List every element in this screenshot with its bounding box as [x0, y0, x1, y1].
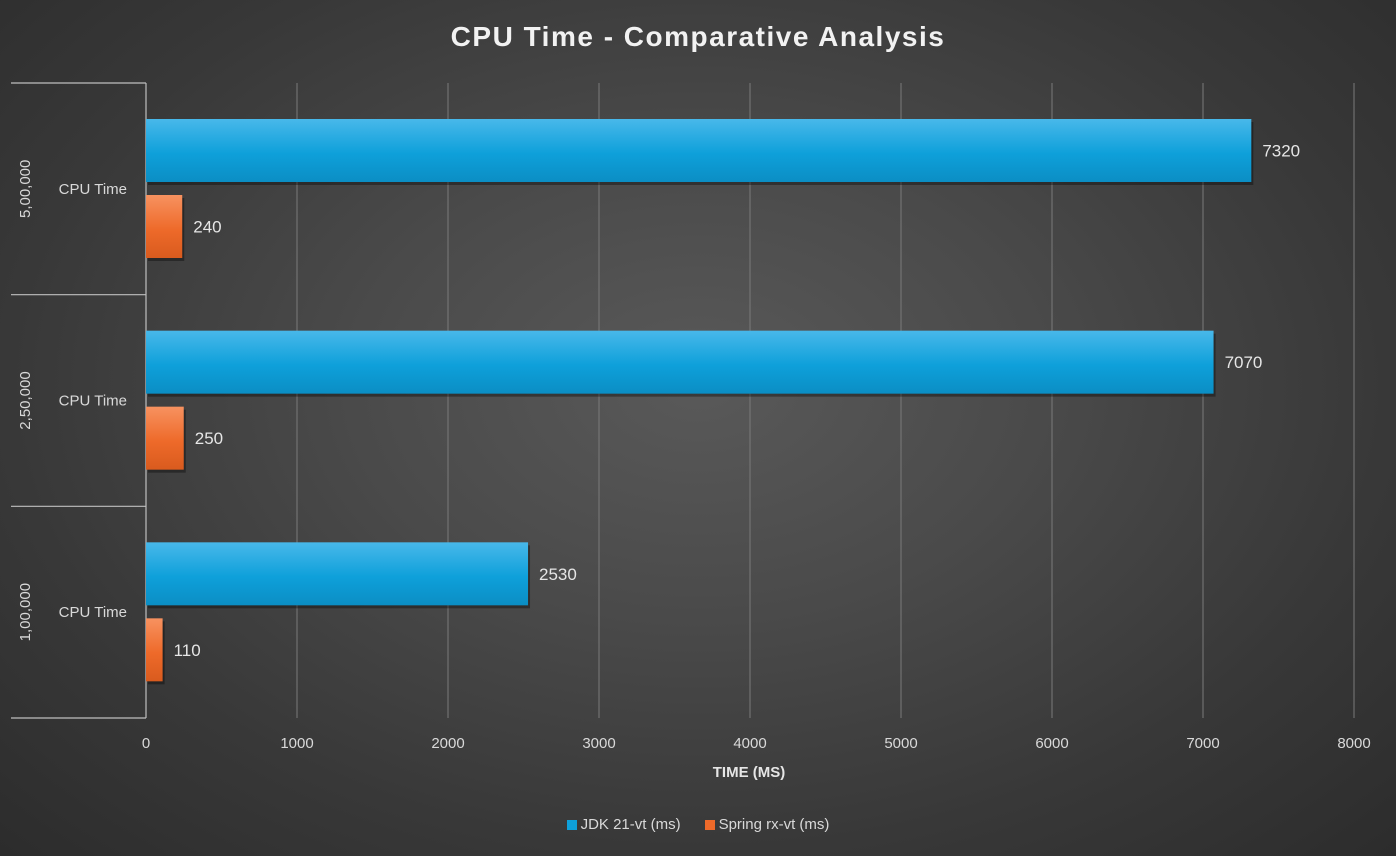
category-label: CPU Time	[59, 181, 127, 198]
category-label: CPU Time	[59, 604, 127, 621]
bar-value-label: 250	[195, 429, 223, 448]
legend-item-jdk[interactable]: JDK 21-vt (ms)	[566, 816, 681, 833]
category-axis: CPU Time 5,00,000 CPU Time 2,50,000 CPU Time…	[11, 82, 147, 719]
legend-item-spring[interactable]: Spring rx-vt (ms)	[704, 816, 830, 833]
legend-swatch-spring	[704, 819, 715, 830]
x-tick-label: 7000	[1186, 735, 1219, 752]
bar	[146, 542, 529, 606]
x-tick-label: 4000	[733, 735, 766, 752]
x-tick-label: 2000	[431, 735, 464, 752]
x-axis-title: TIME (MS)	[713, 764, 786, 781]
bar-value-label: 7070	[1225, 353, 1263, 372]
x-tick-label: 3000	[582, 735, 615, 752]
x-tick-label: 1000	[280, 735, 313, 752]
bar-value-label: 7320	[1262, 142, 1300, 161]
x-tick-label: 6000	[1035, 735, 1068, 752]
group-label: 2,50,000	[17, 371, 34, 429]
bar	[146, 195, 183, 258]
x-axis-ticks: 0 1000 2000 3000 4000 5000 6000 7000 8000	[142, 735, 1371, 752]
category-label: CPU Time	[59, 393, 127, 410]
group-label: 1,00,000	[17, 583, 34, 641]
group-label: 5,00,000	[17, 160, 34, 218]
bar	[146, 119, 1252, 182]
legend-label-jdk: JDK 21-vt (ms)	[580, 816, 681, 833]
x-tick-label: 5000	[884, 735, 917, 752]
x-tick-label: 8000	[1337, 735, 1370, 752]
x-tick-label: 0	[142, 735, 150, 752]
bar	[146, 618, 163, 682]
bar	[146, 406, 184, 470]
gridlines	[296, 83, 1355, 718]
bars: 7320 7070 2530 240 250 110	[146, 119, 1300, 685]
legend-label-spring: Spring rx-vt (ms)	[718, 816, 830, 833]
chart-title: CPU Time - Comparative Analysis	[451, 21, 946, 52]
bar-value-label: 110	[174, 641, 201, 660]
bar-value-label: 2530	[539, 565, 577, 584]
bar	[146, 330, 1214, 394]
bar-value-label: 240	[193, 218, 221, 237]
legend: JDK 21-vt (ms) Spring rx-vt (ms)	[0, 816, 1396, 833]
legend-swatch-jdk	[566, 819, 577, 830]
